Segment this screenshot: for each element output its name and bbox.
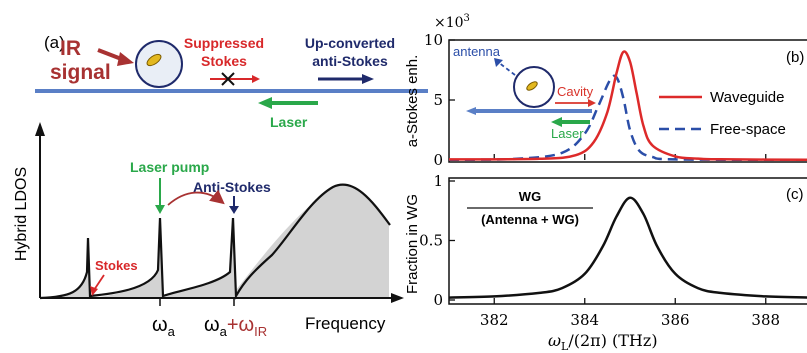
laser-pump-arrowhead <box>155 205 165 214</box>
inset-laser-label: Laser <box>551 126 584 141</box>
inset-antenna-arrow <box>497 61 516 76</box>
antenna-sphere <box>135 40 183 88</box>
panel-c-x-tick-label: 382 <box>480 311 509 329</box>
panel-c-y-ticks: 00.51 <box>419 172 455 309</box>
panel-c-y-tick-label: 0.5 <box>419 232 443 250</box>
inset-antenna-label: antenna <box>453 44 501 59</box>
legend-freespace-label: Free-space <box>710 121 786 138</box>
suppressed-stokes-label-2: Stokes <box>201 53 247 69</box>
ldos-y-arrowhead <box>35 122 45 136</box>
ldos-curve <box>39 183 391 300</box>
panel-c-x-ticks: 382 384 386 388 <box>480 298 780 329</box>
fraction-series-line <box>448 196 807 299</box>
panel-c-frame <box>448 177 807 305</box>
ldos-x-arrowhead <box>391 293 404 303</box>
ir-signal-label-1: IR <box>60 37 81 60</box>
tick-omega-a: ωa <box>152 314 176 339</box>
freespace-series-line <box>448 74 807 162</box>
ldos-plot: Hybrid LDOS Frequency ωa ωa+ωIR Laser pu… <box>13 122 404 339</box>
panel-c-x-tick-label: 386 <box>661 311 690 329</box>
panel-c: Fraction in WG 00.51 382 384 386 388 (c) WG… <box>404 172 807 353</box>
ir-arrowhead <box>117 52 134 66</box>
ldos-fill <box>40 184 389 298</box>
ir-signal-label-2: signal <box>50 61 111 84</box>
stokes-label: Stokes <box>95 258 138 273</box>
panel-c-y-tick-label: 0 <box>433 291 443 309</box>
panel-b-y-tick-label: 5 <box>433 91 443 109</box>
panel-c-y-tick-label: 1 <box>433 172 443 190</box>
panel-b-y-ticks: 0 5 10 <box>424 31 455 169</box>
inset-antenna-arrowhead <box>494 58 503 67</box>
panel-c-x-label: ωL/(2π) (THz) <box>548 331 658 353</box>
panel-c-x-tick-label: 384 <box>570 311 599 329</box>
molecule <box>146 53 162 67</box>
ldos-x-label: Frequency <box>305 314 386 333</box>
panel-b-frame <box>448 39 807 163</box>
panel-c-x-tick-label: 388 <box>751 311 780 329</box>
ldos-ticks <box>159 298 235 306</box>
panel-a-schematic: (a) IR signal Suppressed Stokes Up-conve… <box>35 33 428 130</box>
laser-label: Laser <box>270 114 308 130</box>
antistokes-arrowhead <box>362 74 374 84</box>
laser-arrowhead <box>258 97 272 109</box>
inset-cavity-arrowhead <box>588 99 596 107</box>
ldos-y-label: Hybrid LDOS <box>13 167 30 261</box>
inset-cavity-label: Cavity <box>557 84 594 99</box>
inset-molecule <box>526 81 538 91</box>
upconverted-label-1: Up-converted <box>305 35 395 51</box>
stokes-arrowhead <box>252 75 260 83</box>
panel-a-label: (a) <box>44 33 65 52</box>
ratio-denominator: (Antenna + WG) <box>481 212 579 227</box>
panel-b-y-label: a-Stokes enh. <box>404 55 421 148</box>
anti-stokes-arrowhead <box>229 206 239 214</box>
pump-to-antistokes-arrow <box>167 189 225 206</box>
inset-laser-arrowhead <box>551 117 562 127</box>
inset-waveguide-left <box>466 107 476 115</box>
suppressed-stokes-label-1: Suppressed <box>184 35 264 51</box>
panel-c-label: (c) <box>786 186 804 203</box>
panel-b-y-tick-label: 10 <box>424 31 443 49</box>
panel-b: ×103 a-Stokes enh. 0 5 10 (b) Waveguide Fr… <box>404 13 807 169</box>
tick-omega-a-ir: ωa+ωIR <box>204 314 267 339</box>
legend-waveguide-label: Waveguide <box>710 89 785 106</box>
upconverted-label-2: anti-Stokes <box>312 53 388 69</box>
stokes-pointer-head <box>90 286 98 296</box>
panel-c-y-label: Fraction in WG <box>404 194 421 294</box>
suppressed-x-icon <box>221 72 235 86</box>
waveguide-series-line <box>448 50 807 162</box>
laser-pump-label: Laser pump <box>130 159 209 175</box>
panel-b-y-tick-label: 0 <box>433 151 443 169</box>
panel-b-label: (b) <box>786 49 804 66</box>
panel-b-scale: ×103 <box>434 13 470 31</box>
ratio-numerator: WG <box>519 189 541 204</box>
stokes-pointer <box>93 274 105 291</box>
